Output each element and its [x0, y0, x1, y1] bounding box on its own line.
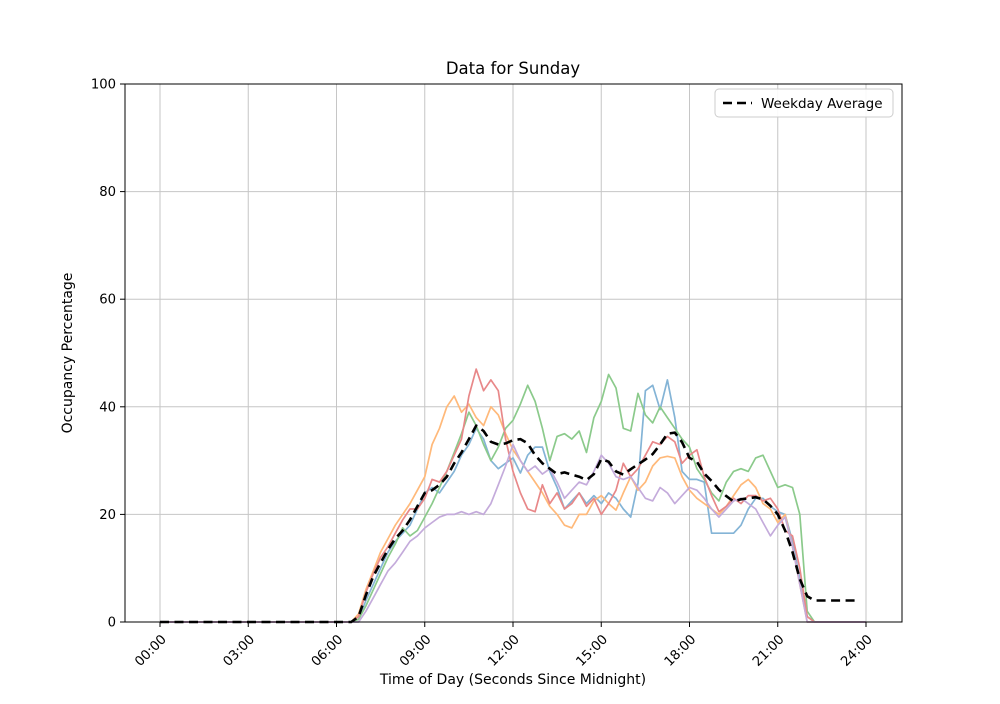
x-tick-label: 18:00 — [662, 632, 699, 669]
x-tick-label: 06:00 — [309, 632, 346, 669]
y-axis-label: Occupancy Percentage — [60, 273, 76, 434]
x-axis-label: Time of Day (Seconds Since Midnight) — [379, 672, 646, 688]
x-tick-label: 12:00 — [485, 632, 522, 669]
x-tick-label: 15:00 — [574, 632, 611, 669]
legend-box — [714, 88, 894, 118]
chart-title: Data for Sunday — [446, 59, 581, 78]
x-tick-label: 24:00 — [838, 632, 875, 669]
x-tick-label: 21:00 — [750, 632, 787, 669]
legend-label: Weekday Average — [761, 96, 883, 112]
y-tick-label: 80 — [99, 185, 116, 200]
tick-layer: 00:00 03:00 06:00 09:00 12:00 15:00 18:00 21:00… — [91, 78, 876, 670]
grid-layer — [125, 83, 902, 623]
y-tick-label: 60 — [99, 293, 116, 308]
x-tick-label: 09:00 — [397, 632, 434, 669]
y-tick-label: 0 — [108, 616, 116, 631]
y-tick-label: 40 — [99, 400, 116, 415]
y-tick-label: 100 — [91, 78, 116, 93]
legend: Weekday Average — [714, 88, 894, 118]
y-tick-label: 20 — [99, 508, 116, 523]
x-tick-label: 00:00 — [132, 632, 169, 669]
x-tick-label: 03:00 — [221, 632, 258, 669]
